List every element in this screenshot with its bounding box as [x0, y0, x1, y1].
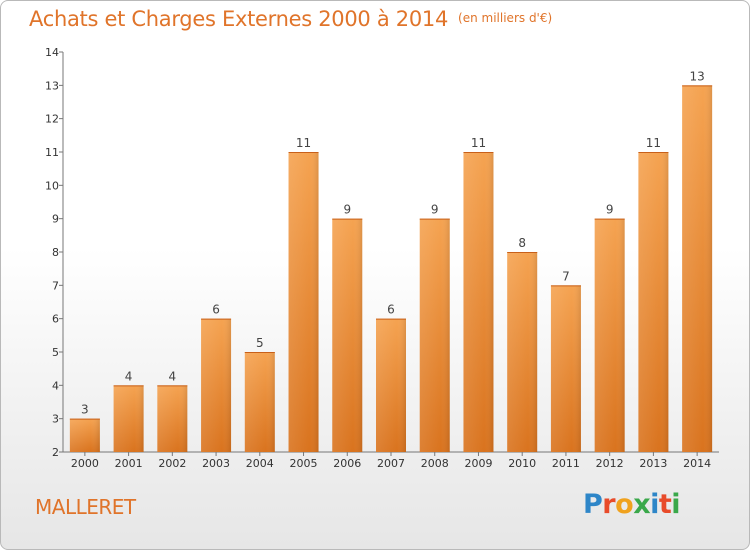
y-tick-label: 6 — [52, 313, 59, 326]
y-tick-label: 3 — [52, 413, 59, 426]
data-label: 8 — [518, 236, 526, 250]
bar-shade — [244, 352, 275, 452]
y-tick-label: 7 — [52, 279, 59, 292]
bar-shade — [69, 418, 100, 452]
y-tick-label: 5 — [52, 346, 59, 359]
bar-shade — [157, 385, 188, 452]
y-tick-label: 2 — [52, 446, 59, 459]
data-label: 6 — [387, 303, 395, 317]
bar-shade — [332, 218, 363, 452]
logo-letter: i — [671, 489, 681, 520]
bar-shade — [638, 152, 669, 452]
bar-shade — [507, 252, 538, 452]
chart-title: Achats et Charges Externes 2000 à 2014 (e… — [29, 7, 552, 31]
x-tick-label: 2009 — [464, 457, 492, 470]
logo-letter: r — [602, 489, 616, 520]
axes: 2 3 4 5 6 7 8 9 10 11 12 13 14 2000 2001 2002 2003 2004 20… — [45, 46, 719, 470]
x-tick-label: 2007 — [377, 457, 405, 470]
logo-letter: P — [583, 489, 603, 520]
y-tick-label: 11 — [45, 146, 59, 159]
x-tick-label: 2010 — [508, 457, 536, 470]
commune-name: MALLERET — [35, 495, 136, 519]
title-text: Achats et Charges Externes 2000 à 2014 — [29, 7, 449, 31]
bar-shade — [594, 218, 625, 452]
logo-letter: x — [633, 489, 651, 520]
bar-shade — [113, 385, 144, 452]
logo-letter: o — [615, 489, 634, 520]
bar-shade — [550, 285, 581, 452]
x-tick-label: 2006 — [333, 457, 361, 470]
data-label: 9 — [431, 203, 439, 217]
x-tick-label: 2003 — [202, 457, 230, 470]
bar-shade — [682, 85, 713, 452]
y-tick-label: 12 — [45, 113, 59, 126]
data-label: 5 — [256, 336, 264, 350]
x-tick-label: 2011 — [552, 457, 580, 470]
x-tick-label: 2004 — [246, 457, 274, 470]
bar-shade — [288, 152, 319, 452]
bar-shade — [419, 218, 450, 452]
data-label: 9 — [343, 203, 351, 217]
data-label: 4 — [125, 369, 133, 383]
y-tick-label: 8 — [52, 246, 59, 259]
x-tick-label: 2014 — [683, 457, 711, 470]
bars: 3 4 4 6 5 11 9 6 9 11 8 7 9 11 13 — [69, 69, 713, 452]
data-label: 13 — [689, 69, 704, 83]
x-tick-label: 2001 — [115, 457, 143, 470]
chart-subtitle: (en milliers d'€) — [458, 11, 553, 25]
bar-shade — [463, 152, 494, 452]
y-tick-label: 14 — [45, 46, 59, 59]
data-label: 3 — [81, 403, 89, 417]
data-label: 6 — [212, 303, 220, 317]
logo-letter: t — [658, 489, 672, 520]
y-tick-label: 4 — [52, 379, 59, 392]
data-label: 7 — [562, 269, 570, 283]
x-tick-label: 2002 — [158, 457, 186, 470]
y-tick-label: 9 — [52, 213, 59, 226]
bar-shade — [376, 318, 406, 452]
data-label: 11 — [471, 136, 486, 150]
x-tick-label: 2005 — [290, 457, 318, 470]
x-tick-label: 2012 — [596, 457, 624, 470]
x-tick-label: 2008 — [421, 457, 449, 470]
data-label: 11 — [646, 136, 661, 150]
data-label: 11 — [296, 136, 311, 150]
x-tick-label: 2013 — [639, 457, 667, 470]
x-tick-label: 2000 — [71, 457, 99, 470]
bar-shade — [201, 318, 232, 452]
proxiti-logo: Proxiti — [583, 489, 681, 520]
data-label: 9 — [606, 203, 614, 217]
y-tick-label: 13 — [45, 79, 59, 92]
logo-letter: i — [650, 489, 659, 520]
data-label: 4 — [169, 369, 177, 383]
y-tick-label: 10 — [45, 179, 59, 192]
